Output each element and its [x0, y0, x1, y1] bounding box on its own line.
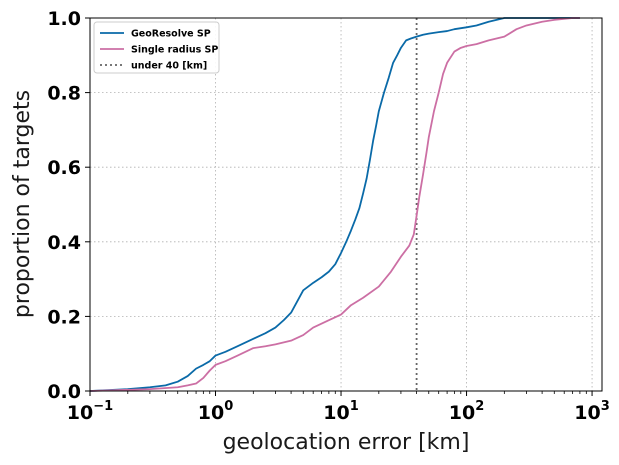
- y-tick-label: 0.2: [47, 306, 81, 328]
- x-tick-exponent: 0: [224, 399, 233, 414]
- series-lines: [89, 17, 580, 392]
- y-tick-label: 0.6: [47, 157, 81, 179]
- y-axis-title: proportion of targets: [10, 90, 35, 318]
- y-tick-label: 0.0: [47, 381, 81, 403]
- y-tick-label: 0.8: [47, 83, 81, 105]
- x-tick-base: 10: [323, 402, 349, 424]
- legend-label: under 40 [km]: [131, 61, 207, 72]
- legend: GeoResolve SP Single radius SP under 40 [k…: [93, 21, 220, 74]
- x-tick-exponent: 3: [601, 399, 610, 414]
- x-tick-exponent: 2: [475, 399, 484, 414]
- x-tick-base: 10: [67, 402, 93, 424]
- georesolve-sp-line: [89, 17, 580, 392]
- x-tick-label: 10−1: [67, 399, 113, 424]
- x-tick-label: 100: [198, 399, 234, 424]
- y-axis-ticks: 0.0 0.2 0.4 0.6 0.8 1.0: [47, 8, 90, 403]
- y-tick-label: 0.4: [47, 232, 81, 254]
- x-tick-label: 102: [449, 399, 485, 424]
- plot-frame: [89, 17, 603, 392]
- x-tick-base: 10: [574, 402, 600, 424]
- x-tick-base: 10: [198, 402, 224, 424]
- single-radius-sp-line: [89, 17, 580, 392]
- x-tick-exponent: −1: [93, 399, 113, 414]
- x-axis-ticks: 10−1 100 101 102 103: [67, 391, 610, 424]
- x-axis-title: geolocation error [km]: [223, 430, 470, 455]
- x-tick-base: 10: [449, 402, 475, 424]
- legend-label: Single radius SP: [131, 45, 218, 56]
- y-tick-label: 1.0: [47, 8, 81, 30]
- x-tick-label: 101: [323, 399, 359, 424]
- x-tick-exponent: 1: [350, 399, 359, 414]
- legend-label: GeoResolve SP: [131, 29, 211, 40]
- grid: [89, 17, 602, 392]
- x-tick-label: 103: [574, 399, 610, 424]
- legend-box: [93, 21, 220, 74]
